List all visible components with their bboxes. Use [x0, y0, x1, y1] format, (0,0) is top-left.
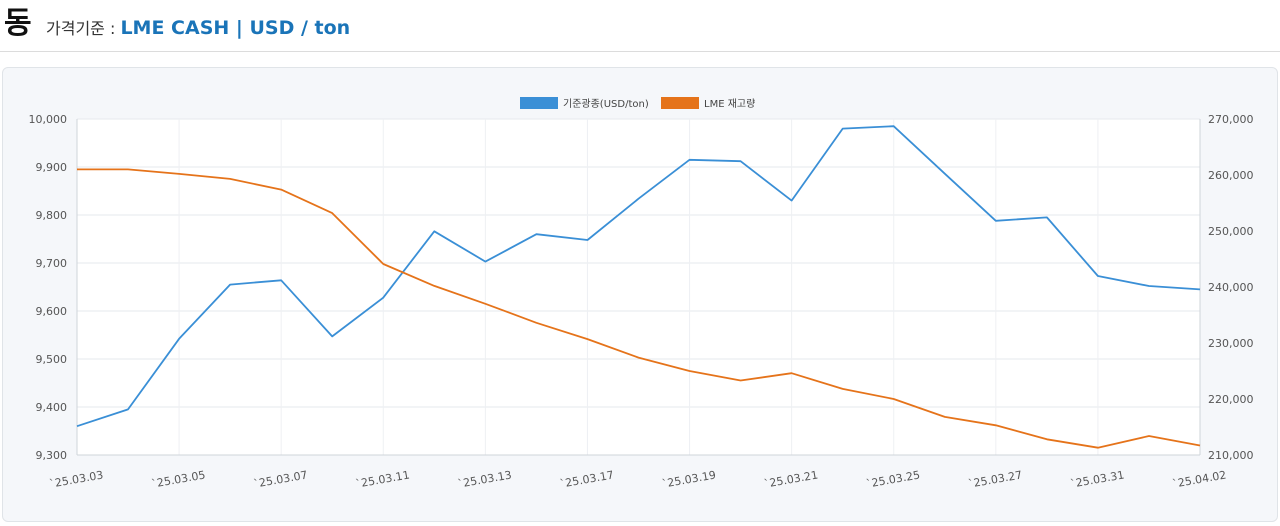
- y-left-tick-label: 9,500: [36, 353, 68, 366]
- x-tick-label: `25.03.21: [763, 468, 819, 490]
- series-1-point: [381, 296, 385, 300]
- series-line-1: [76, 125, 1201, 428]
- series-2-point: [739, 379, 743, 383]
- x-tick-label: `25.04.02: [1171, 468, 1227, 490]
- y-left-tick-label: 9,600: [36, 305, 68, 318]
- series-2-point: [381, 262, 385, 266]
- y-left-tick-label: 10,000: [29, 113, 68, 126]
- series-1-point: [534, 232, 538, 236]
- series-1-point: [1096, 274, 1100, 278]
- x-tick-label: `25.03.13: [457, 468, 513, 490]
- series-1-point: [585, 238, 589, 242]
- series-2-point: [1198, 443, 1202, 447]
- series-1-point: [1147, 284, 1151, 288]
- x-tick-label: `25.03.25: [865, 468, 921, 490]
- series-2-point: [228, 177, 232, 181]
- plot-area: [77, 119, 1200, 455]
- series-2-point: [637, 356, 641, 360]
- series-1-point: [126, 407, 130, 411]
- series-2-point: [790, 371, 794, 375]
- series-1-point: [943, 172, 947, 176]
- x-tick-label: `25.03.19: [661, 468, 717, 490]
- series-1-point: [483, 260, 487, 264]
- series-2-point: [1147, 434, 1151, 438]
- series-2-point: [330, 211, 334, 215]
- y-right-tick-label: 210,000: [1208, 449, 1254, 462]
- y-right-tick-label: 260,000: [1208, 169, 1254, 182]
- series-1-point: [739, 159, 743, 163]
- series-1-point: [841, 127, 845, 131]
- y-right-tick-label: 220,000: [1208, 393, 1254, 406]
- y-left-tick-label: 9,800: [36, 209, 68, 222]
- series-2-point: [1096, 446, 1100, 450]
- series-1-point: [688, 158, 692, 162]
- legend-swatch-1: [520, 97, 558, 109]
- metal-name: 동: [4, 6, 32, 41]
- series-2-point: [483, 302, 487, 306]
- series-2-point: [279, 188, 283, 192]
- price-basis-label: 가격기준 :: [46, 19, 121, 38]
- y-right-tick-label: 250,000: [1208, 225, 1254, 238]
- series-2-point: [177, 172, 181, 176]
- x-tick-label: `25.03.27: [967, 468, 1023, 490]
- x-tick-label: `25.03.11: [355, 468, 411, 490]
- series-2-point: [841, 387, 845, 391]
- series-2-point: [432, 284, 436, 288]
- y-left-tick-label: 9,300: [36, 449, 68, 462]
- legend-label-1: 기준광종(USD/ton): [563, 98, 649, 110]
- x-tick-label: `25.03.31: [1069, 468, 1125, 490]
- series-2-point: [943, 415, 947, 419]
- y-right-tick-label: 270,000: [1208, 113, 1254, 126]
- legend-swatch-2: [661, 97, 699, 109]
- series-1-point: [279, 278, 283, 282]
- x-tick-label: `25.03.17: [559, 468, 615, 490]
- series-1-point: [1198, 287, 1202, 291]
- series-2-point: [892, 397, 896, 401]
- page-header: 동 가격기준 : LME CASH | USD / ton: [0, 0, 1280, 52]
- series-1-point: [1045, 215, 1049, 219]
- series-1-point: [330, 334, 334, 338]
- series-2-point: [688, 369, 692, 373]
- series-1-point: [790, 199, 794, 203]
- series-1-point: [432, 229, 436, 233]
- y-left-tick-label: 9,900: [36, 161, 68, 174]
- series-1-point: [177, 337, 181, 341]
- x-tick-label: `25.03.07: [253, 468, 309, 490]
- x-tick-label: `25.03.05: [151, 468, 207, 490]
- series-2-point: [126, 167, 130, 171]
- y-right-tick-label: 230,000: [1208, 337, 1254, 350]
- series-2-point: [994, 423, 998, 427]
- x-tick-label: `25.03.03: [48, 468, 104, 490]
- series-1-point: [228, 283, 232, 287]
- series-1-point: [892, 124, 896, 128]
- series-2-point: [534, 321, 538, 325]
- series-line-2: [77, 168, 1201, 449]
- series-1-point: [75, 424, 79, 428]
- series-2-point: [75, 167, 79, 171]
- y-left-tick-label: 9,400: [36, 401, 68, 414]
- series-1-point: [637, 197, 641, 201]
- series-2-point: [1045, 437, 1049, 441]
- price-basis: 가격기준 : LME CASH | USD / ton: [46, 16, 350, 41]
- series-1-point: [994, 219, 998, 223]
- price-basis-value: LME CASH | USD / ton: [120, 17, 351, 39]
- series-2-point: [585, 337, 589, 341]
- y-right-tick-label: 240,000: [1208, 281, 1254, 294]
- legend-label-2: LME 재고량: [704, 98, 755, 110]
- y-left-tick-label: 9,700: [36, 257, 68, 270]
